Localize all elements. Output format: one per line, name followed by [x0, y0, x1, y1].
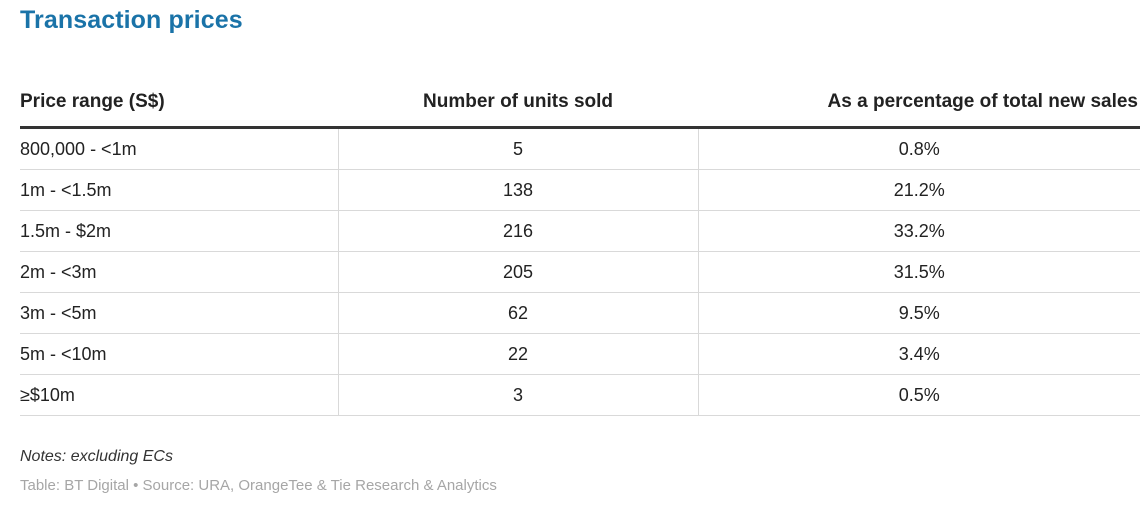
- table-row: 1m - <1.5m 138 21.2%: [20, 169, 1140, 211]
- cell-price-range: 1m - <1.5m: [20, 169, 338, 211]
- cell-units-sold: 62: [337, 292, 698, 334]
- cell-price-range: ≥$10m: [20, 374, 338, 416]
- table-row: 5m - <10m 22 3.4%: [20, 333, 1140, 375]
- column-header-units-sold: Number of units sold: [338, 78, 698, 129]
- cell-price-range: 2m - <3m: [20, 251, 338, 293]
- table-row: 3m - <5m 62 9.5%: [20, 292, 1140, 334]
- table-notes: Notes: excluding ECs: [20, 448, 173, 465]
- cell-units-sold: 22: [337, 333, 698, 375]
- cell-units-sold: 138: [337, 169, 698, 211]
- cell-percentage: 0.8%: [697, 127, 1140, 170]
- cell-percentage: 9.5%: [697, 292, 1140, 334]
- cell-percentage: 0.5%: [697, 374, 1140, 416]
- table-row: 1.5m - $2m 216 33.2%: [20, 210, 1140, 252]
- table-row: 800,000 - <1m 5 0.8%: [20, 127, 1140, 170]
- cell-percentage: 33.2%: [697, 210, 1140, 252]
- cell-units-sold: 205: [337, 251, 698, 293]
- cell-percentage: 31.5%: [697, 251, 1140, 293]
- column-header-percentage: As a percentage of total new sales: [698, 78, 1140, 129]
- cell-price-range: 800,000 - <1m: [20, 127, 338, 170]
- cell-units-sold: 3: [337, 374, 698, 416]
- cell-price-range: 3m - <5m: [20, 292, 338, 334]
- cell-units-sold: 216: [337, 210, 698, 252]
- table-row: 2m - <3m 205 31.5%: [20, 251, 1140, 293]
- cell-price-range: 5m - <10m: [20, 333, 338, 375]
- table-title: Transaction prices: [20, 6, 243, 34]
- cell-percentage: 21.2%: [697, 169, 1140, 211]
- transaction-prices-table: Price range (S$) Number of units sold As…: [20, 78, 1140, 416]
- header-row: Price range (S$) Number of units sold As…: [20, 78, 1140, 129]
- cell-price-range: 1.5m - $2m: [20, 210, 338, 252]
- cell-units-sold: 5: [337, 127, 698, 170]
- table-row: ≥$10m 3 0.5%: [20, 374, 1140, 416]
- table-source: Table: BT Digital • Source: URA, OrangeT…: [20, 477, 497, 494]
- column-header-price-range: Price range (S$): [20, 78, 338, 129]
- cell-percentage: 3.4%: [697, 333, 1140, 375]
